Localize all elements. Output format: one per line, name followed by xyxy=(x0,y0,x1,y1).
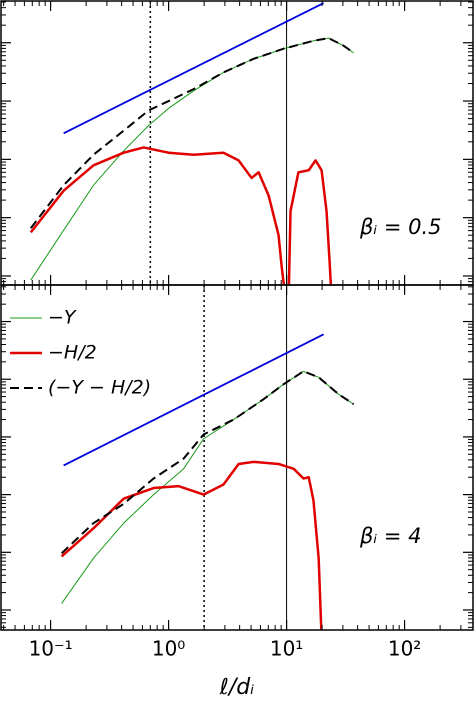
series-line xyxy=(30,37,354,281)
series-line xyxy=(30,37,355,229)
plot-frame xyxy=(0,0,474,286)
series-line xyxy=(61,370,354,604)
series-line xyxy=(60,370,355,555)
series-line xyxy=(60,460,323,630)
legend-label: −Y xyxy=(48,307,77,329)
x-tick-label: 10⁰ xyxy=(152,637,185,661)
x-tick-label: 10² xyxy=(388,637,421,661)
legend-label: (−Y − H/2) xyxy=(48,377,151,399)
plot-area xyxy=(29,1,355,285)
annotation: βᵢ = 0.5 xyxy=(359,215,442,239)
x-tick-label: 10⁻¹ xyxy=(29,637,73,661)
plot-frame xyxy=(0,284,474,631)
series-line xyxy=(63,2,325,135)
series-line xyxy=(29,146,333,285)
annotation: βᵢ = 4 xyxy=(359,524,421,548)
series-line xyxy=(63,333,325,467)
legend-label: −H/2 xyxy=(48,342,97,364)
plot-area xyxy=(60,285,355,630)
x-tick-label: 10¹ xyxy=(270,637,303,661)
x-axis-label: ℓ/dᵢ xyxy=(219,675,254,700)
